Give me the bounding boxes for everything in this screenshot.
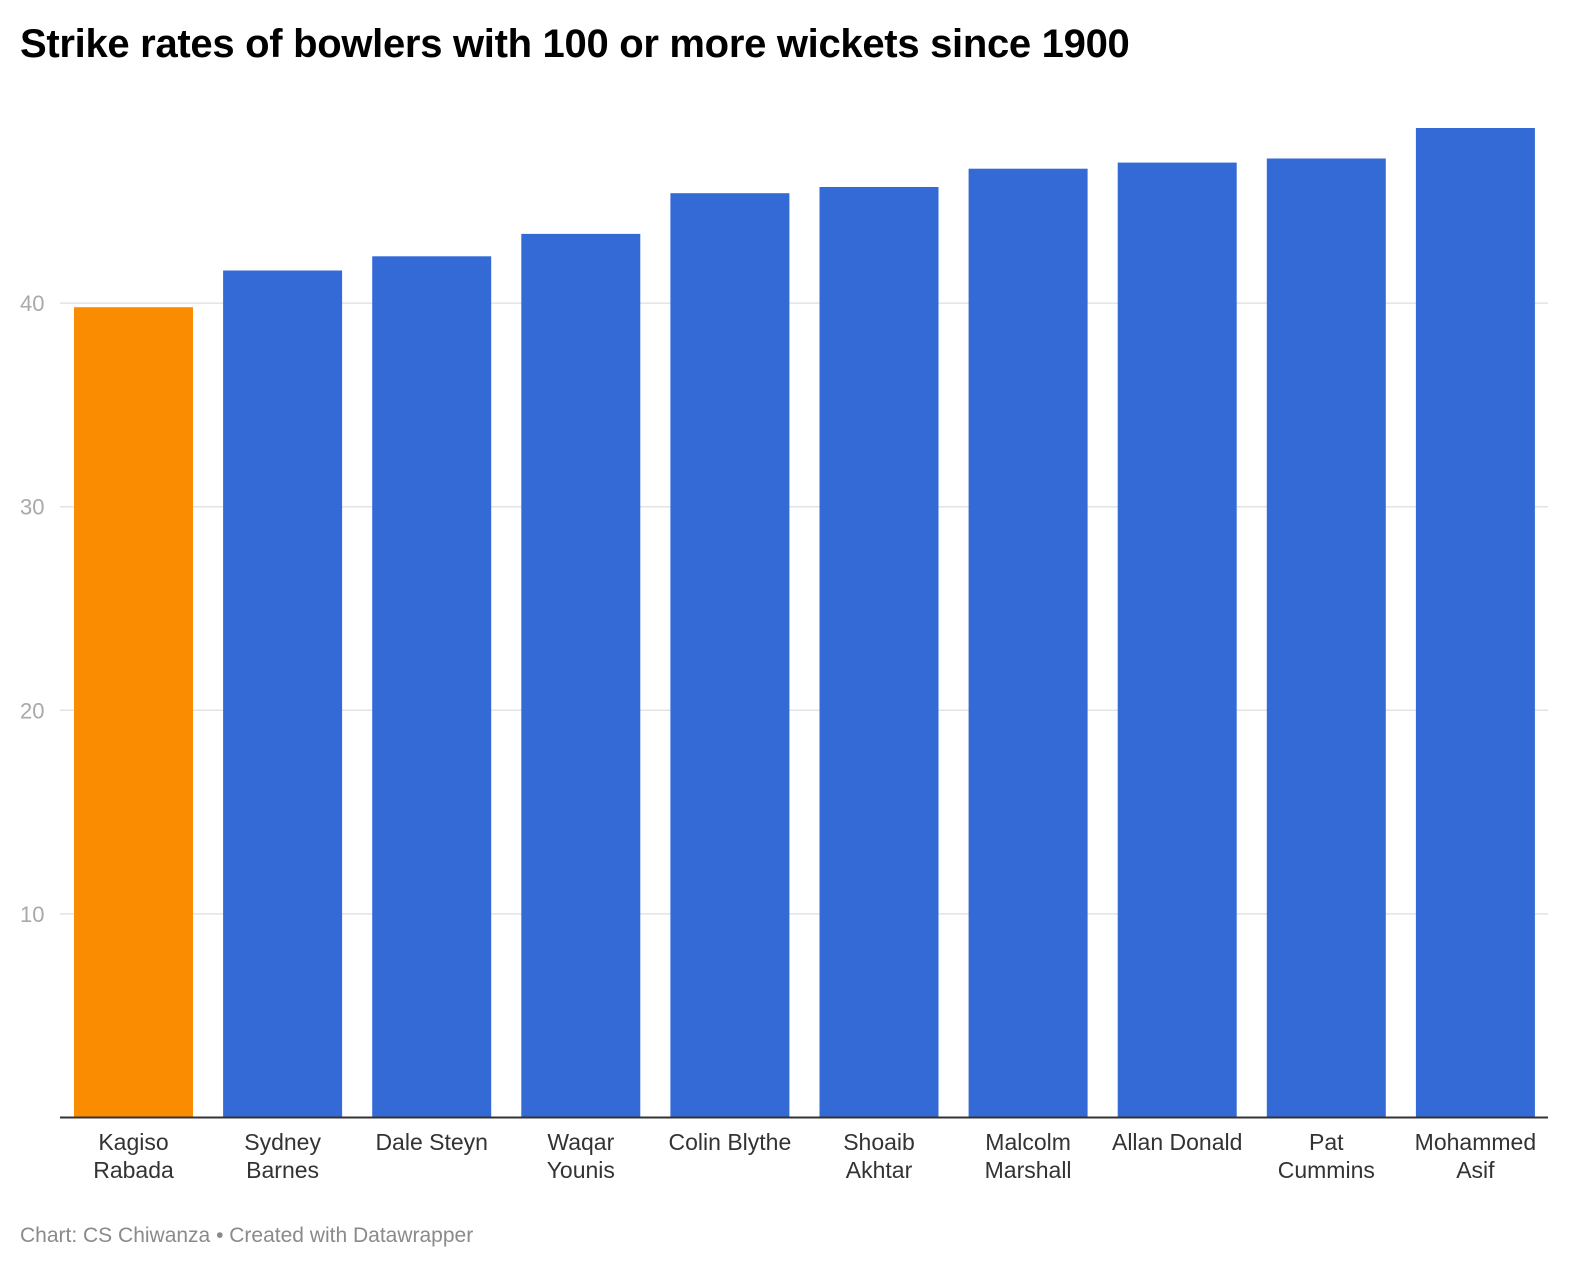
y-tick-label: 20 xyxy=(20,698,44,723)
x-category-label: Malcolm xyxy=(985,1129,1071,1155)
x-category-label: Dale Steyn xyxy=(375,1129,488,1155)
x-category-label: Waqar xyxy=(547,1129,614,1155)
x-category-label: Kagiso xyxy=(98,1129,168,1155)
chart-credit: Chart: CS Chiwanza • Created with Datawr… xyxy=(20,1224,474,1247)
x-category-label: Shoaib xyxy=(843,1129,915,1155)
bar-kagiso-rabada xyxy=(74,307,193,1118)
y-tick-label: 30 xyxy=(20,495,44,520)
x-category-label: Barnes xyxy=(246,1157,319,1183)
x-category-label: Colin Blythe xyxy=(669,1129,792,1155)
x-category-label: Pat xyxy=(1309,1129,1344,1155)
x-category-label: Younis xyxy=(547,1157,615,1183)
x-category-label: Cummins xyxy=(1278,1157,1375,1183)
bar-shoaib-akhtar xyxy=(819,187,939,1118)
x-category-label: Marshall xyxy=(985,1157,1072,1183)
x-category-label: Mohammed xyxy=(1415,1129,1536,1155)
bar-colin-blythe xyxy=(670,193,790,1118)
y-tick-label: 10 xyxy=(20,902,44,927)
bars xyxy=(74,128,1535,1118)
x-category-label: Allan Donald xyxy=(1112,1129,1242,1155)
x-category-label: Rabada xyxy=(93,1157,174,1183)
bar-pat-cummins xyxy=(1266,158,1386,1118)
bar-dale-steyn xyxy=(372,256,492,1118)
x-category-label: Asif xyxy=(1456,1157,1495,1183)
bar-allan-donald xyxy=(1117,162,1237,1118)
bar-mohammed-asif xyxy=(1415,128,1535,1118)
x-category-label: Sydney xyxy=(244,1129,321,1155)
bar-malcolm-marshall xyxy=(968,168,1088,1118)
chart-title: Strike rates of bowlers with 100 or more… xyxy=(20,22,1130,66)
y-tick-label: 40 xyxy=(20,291,44,316)
bar-sydney-barnes xyxy=(223,270,343,1118)
x-category-label: Akhtar xyxy=(846,1157,913,1183)
bar-waqar-younis xyxy=(521,233,641,1118)
